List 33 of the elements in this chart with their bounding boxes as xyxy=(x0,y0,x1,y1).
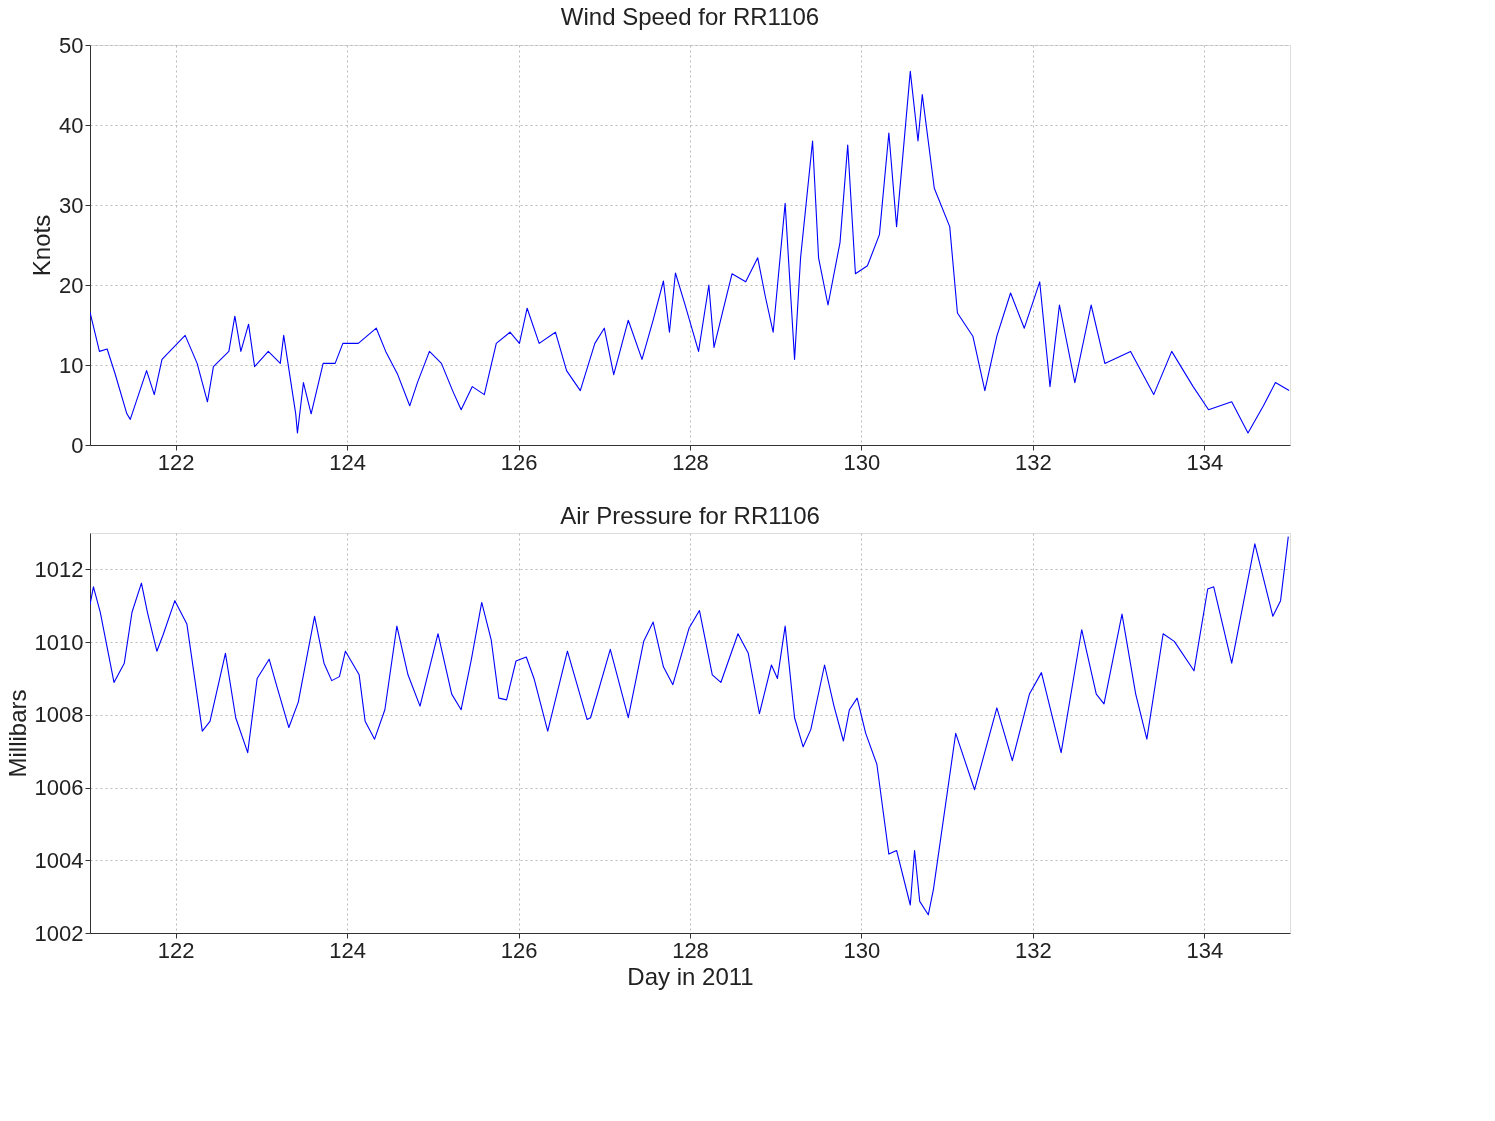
y-tick-label: 20 xyxy=(59,272,84,298)
x-tick-label: 134 xyxy=(1186,937,1224,963)
y-axis-title: Knots xyxy=(28,214,56,277)
x-tick-label: 122 xyxy=(157,937,195,963)
y-tick-label: 1006 xyxy=(34,775,84,801)
x-tick-label: 126 xyxy=(500,449,538,475)
x-tick-label: 124 xyxy=(329,449,366,475)
x-tick-label: 128 xyxy=(672,449,709,475)
y-tick-label: 1002 xyxy=(34,920,84,946)
x-tick-label: 132 xyxy=(1015,449,1052,475)
line-series xyxy=(90,70,1290,434)
x-tick-label: 130 xyxy=(843,937,881,963)
line-series xyxy=(90,536,1289,916)
x-tick-label: 134 xyxy=(1186,449,1224,475)
x-tick-label: 128 xyxy=(672,937,709,963)
x-axis-title: Day in 2011 xyxy=(627,962,754,990)
y-tick-label: 1004 xyxy=(34,847,84,873)
x-tick-label: 132 xyxy=(1015,937,1052,963)
x-tick-label: 126 xyxy=(500,937,538,963)
y-tick-label: 40 xyxy=(59,112,84,138)
chart-title: Wind Speed for RR1106 xyxy=(560,3,820,30)
x-tick-label: 122 xyxy=(157,449,195,475)
y-tick-label: 1008 xyxy=(34,702,84,728)
y-tick-label: 1012 xyxy=(34,556,84,582)
y-tick-label: 10 xyxy=(59,352,84,378)
x-tick-label: 130 xyxy=(843,449,881,475)
y-tick-label: 0 xyxy=(71,432,84,458)
y-axis-title: Millibars xyxy=(3,689,31,778)
y-tick-label: 1010 xyxy=(34,629,84,655)
y-tick-label: 50 xyxy=(59,32,84,58)
y-tick-label: 30 xyxy=(59,192,84,218)
x-tick-label: 124 xyxy=(329,937,366,963)
chart-title: Air Pressure for RR1106 xyxy=(560,502,820,529)
